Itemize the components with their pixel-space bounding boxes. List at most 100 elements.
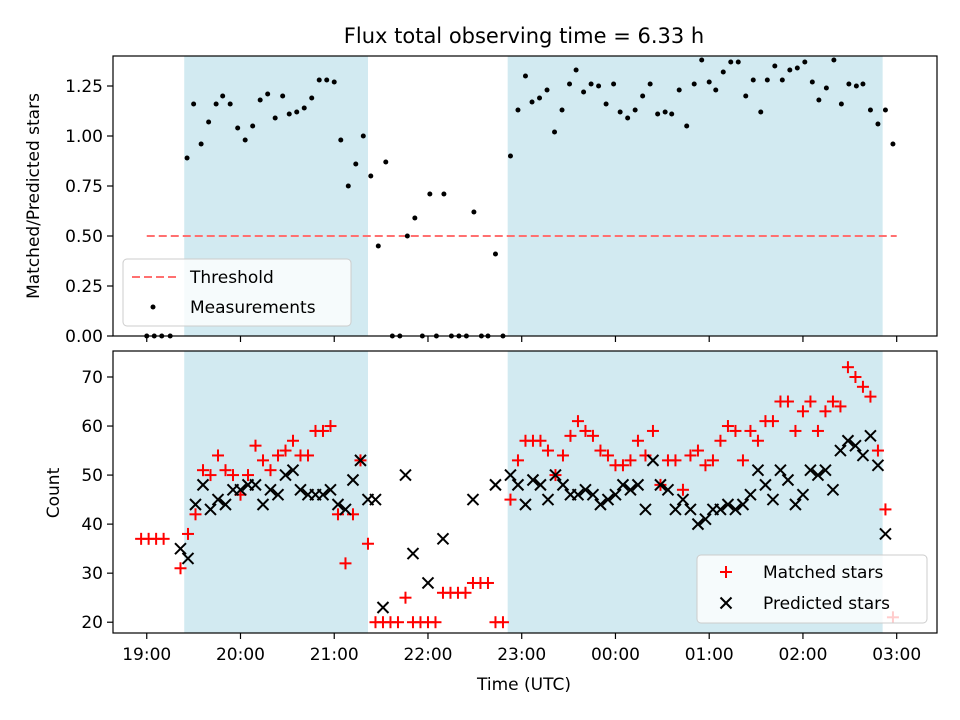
- measurement-point-74: [699, 57, 705, 63]
- legend-threshold-label: Threshold: [189, 268, 274, 288]
- top-ytick-label-0: 0.00: [65, 327, 103, 347]
- xtick-label-5: 00:00: [591, 645, 640, 665]
- measurement-point-67: [647, 81, 653, 87]
- bottom-x-ticks: 19:00 20:00 21:00 22:00 23:00 00:00 01:00 02:00…: [122, 633, 921, 665]
- measurement-point-26: [345, 183, 351, 189]
- measurement-point-99: [882, 107, 888, 113]
- bottom-legend-box: [696, 554, 928, 624]
- matched-point-89: [811, 424, 824, 437]
- measurement-point-25: [338, 137, 344, 143]
- predicted-point-19: [316, 488, 330, 501]
- measurement-point-12: [242, 137, 248, 143]
- matched-point-70: [669, 454, 682, 467]
- predicted-point-27: [376, 601, 390, 614]
- predicted-point-67: [751, 463, 765, 477]
- measurement-point-29: [368, 173, 374, 179]
- measurement-point-60: [596, 83, 602, 89]
- measurement-point-11: [235, 125, 241, 131]
- legend-matched-label: Matched stars: [763, 563, 883, 583]
- measurement-point-76: [713, 87, 719, 93]
- matched-point-6: [189, 508, 202, 521]
- measurement-point-8: [213, 101, 219, 107]
- predicted-point-24: [354, 454, 367, 467]
- measurement-point-16: [272, 115, 278, 121]
- predicted-point-5: [211, 493, 225, 506]
- matched-point-16: [264, 464, 277, 477]
- measurement-point-61: [603, 101, 609, 107]
- predicted-point-74: [804, 463, 817, 477]
- measurement-point-56: [567, 81, 573, 87]
- measurement-point-4: [184, 155, 190, 161]
- measurement-point-21: [309, 95, 315, 101]
- matched-point-73: [691, 444, 704, 457]
- matched-point-5: [181, 527, 194, 540]
- predicted-point-20: [324, 483, 337, 497]
- matched-point-59: [586, 429, 599, 442]
- legend-predicted-label: Predicted stars: [763, 594, 890, 614]
- predicted-point-56: [669, 503, 682, 516]
- matched-point-87: [796, 405, 809, 418]
- measurement-point-20: [301, 105, 307, 111]
- measurement-point-24: [331, 79, 337, 85]
- bottom-ytick-label-5: 70: [81, 368, 103, 388]
- predicted-point-48: [609, 488, 622, 501]
- measurement-point-31: [383, 159, 389, 165]
- matched-point-98: [879, 503, 892, 516]
- matched-point-60: [594, 444, 607, 457]
- legend-predicted-marker: [719, 596, 733, 610]
- predicted-point-0: [174, 542, 187, 555]
- predicted-point-36: [519, 498, 532, 511]
- bottom-y-ticks: 20 30 40 50 60 70: [81, 368, 113, 633]
- measurement-point-86: [787, 67, 793, 73]
- legend-matched-marker: [720, 566, 732, 578]
- measurement-point-49: [515, 107, 521, 113]
- predicted-point-35: [511, 478, 525, 492]
- measurement-point-95: [853, 83, 859, 89]
- measurement-point-52: [537, 95, 543, 101]
- matched-point-55: [556, 449, 569, 462]
- top-legend: Threshold Measurements: [122, 258, 352, 327]
- matched-point-83: [766, 415, 779, 428]
- predicted-point-22: [339, 503, 352, 516]
- predicted-point-58: [684, 503, 697, 516]
- measurement-point-50: [522, 73, 528, 79]
- matched-point-53: [541, 444, 554, 457]
- matched-point-58: [579, 424, 592, 437]
- measurement-point-7: [206, 119, 212, 125]
- top-measurement-points: [144, 57, 896, 339]
- matched-point-7: [196, 464, 209, 477]
- predicted-point-68: [759, 478, 772, 492]
- matched-point-56: [564, 429, 577, 442]
- matched-point-19: [286, 434, 299, 447]
- measurement-point-73: [691, 81, 697, 87]
- measurement-point-66: [640, 93, 646, 99]
- top-ytick-label-4: 1.00: [65, 127, 103, 147]
- xtick-label-3: 22:00: [403, 645, 452, 665]
- measurement-point-85: [779, 77, 785, 83]
- measurement-point-92: [831, 57, 837, 63]
- predicted-point-80: [849, 439, 862, 452]
- predicted-point-79: [841, 434, 855, 447]
- predicted-point-55: [661, 483, 675, 497]
- xtick-label-7: 02:00: [778, 645, 827, 665]
- bottom-panel: 20 30 40 50 60 70 19:00 20:00 21:00 22:00 23:00 00…: [44, 350, 938, 695]
- top-ytick-label-5: 1.25: [65, 77, 103, 97]
- matched-point-49: [511, 454, 524, 467]
- measurement-point-58: [581, 89, 587, 95]
- matched-point-64: [624, 454, 637, 467]
- top-shade-1: [507, 56, 883, 336]
- predicted-point-50: [624, 483, 637, 497]
- predicted-point-13: [271, 488, 285, 501]
- measurement-point-79: [735, 59, 741, 65]
- predicted-point-71: [781, 473, 795, 487]
- predicted-point-49: [616, 478, 630, 492]
- measurement-point-70: [669, 111, 675, 117]
- measurement-point-88: [802, 59, 808, 65]
- predicted-point-8: [234, 483, 247, 497]
- measurement-point-82: [758, 109, 764, 115]
- matched-point-57: [571, 415, 584, 428]
- predicted-point-34: [504, 468, 517, 482]
- measurement-point-18: [286, 111, 292, 117]
- matched-point-78: [729, 424, 742, 437]
